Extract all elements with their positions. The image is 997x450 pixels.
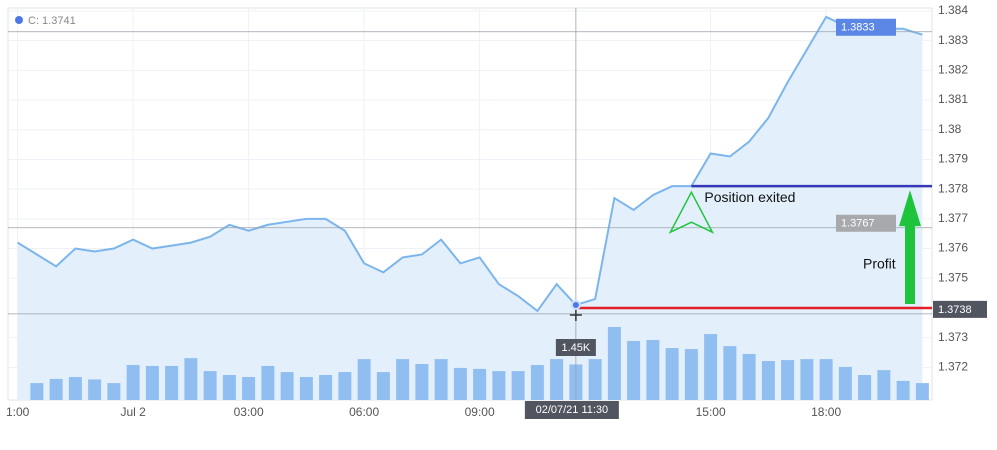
- volume-bar: [165, 365, 179, 400]
- volume-bar: [338, 372, 352, 400]
- exit-label: Position exited: [704, 189, 795, 205]
- volume-bar: [800, 359, 814, 400]
- volume-bar: [357, 359, 371, 400]
- volume-bar: [222, 375, 236, 400]
- price-label-box: [836, 214, 896, 232]
- volume-bar: [184, 358, 198, 400]
- volume-bar: [742, 353, 756, 400]
- price-label: 1.3767: [841, 218, 875, 230]
- volume-bar: [376, 372, 390, 400]
- volume-bar: [107, 383, 121, 400]
- price-line: [17, 15, 923, 313]
- x-tick-label: 09:00: [465, 405, 495, 419]
- volume-bar: [588, 359, 602, 400]
- volume-bar: [415, 363, 429, 400]
- crosshair-point: [570, 299, 581, 310]
- volume-bar: [261, 365, 275, 400]
- profit-arrow: [899, 190, 921, 304]
- x-tick-label: 18:00: [811, 405, 841, 419]
- volume-bar: [88, 379, 102, 400]
- volume-bar: [396, 359, 410, 400]
- price-label-box: [933, 300, 987, 318]
- y-tick-label: 1.384: [938, 3, 968, 17]
- volume-bar: [319, 375, 333, 400]
- volume-bar: [492, 371, 506, 400]
- volume-bar: [434, 359, 448, 400]
- crosshair-x-box: [524, 401, 619, 419]
- volume-bar: [684, 349, 698, 400]
- volume-bar: [145, 365, 159, 400]
- volume-bar: [453, 367, 467, 400]
- volume-bar: [896, 380, 910, 400]
- volume-bar: [723, 346, 737, 400]
- y-tick-label: 1.378: [938, 181, 968, 195]
- y-tick-label: 1.372: [938, 360, 968, 374]
- volume-label-box: [555, 339, 596, 356]
- volume-bar: [665, 348, 679, 400]
- volume-bar: [68, 376, 82, 400]
- crosshair-x-label: 02/07/21 11:30: [536, 404, 609, 416]
- volume-bar: [550, 359, 564, 400]
- volume-bar: [838, 366, 852, 400]
- price-label: 1.3738: [938, 304, 972, 316]
- volume-bar: [761, 361, 775, 400]
- profit-label: Profit: [863, 256, 896, 272]
- price-label-box: [836, 18, 896, 36]
- legend-text: C: 1.3741: [28, 15, 76, 27]
- legend-dot: [15, 16, 23, 24]
- volume-bar: [203, 371, 217, 400]
- y-tick-label: 1.379: [938, 152, 968, 166]
- y-tick-label: 1.376: [938, 241, 968, 255]
- y-tick-label: 1.377: [938, 211, 968, 225]
- volume-bar: [242, 376, 256, 400]
- x-tick-label: 06:00: [349, 405, 379, 419]
- price-label: 1.3833: [841, 22, 875, 34]
- volume-bar: [607, 326, 621, 400]
- volume-bar: [280, 372, 294, 400]
- volume-bar: [819, 359, 833, 400]
- area-fill: [17, 16, 923, 401]
- volume-bar: [646, 339, 660, 400]
- volume-bar: [877, 370, 891, 400]
- y-tick-label: 1.375: [938, 270, 968, 284]
- volume-bar: [858, 375, 872, 400]
- x-tick-label: Jul 2: [120, 405, 146, 419]
- volume-bar: [30, 383, 44, 400]
- exit-marker: [668, 190, 715, 234]
- volume-bar: [627, 340, 641, 400]
- volume-bar: [511, 371, 525, 400]
- volume-bar: [299, 376, 313, 400]
- volume-bar: [781, 360, 795, 400]
- volume-label: 1.45K: [562, 342, 591, 354]
- x-tick-label: 03:00: [234, 405, 264, 419]
- volume-bar: [915, 383, 929, 400]
- x-tick-label: 15:00: [696, 405, 726, 419]
- y-tick-label: 1.373: [938, 330, 968, 344]
- y-tick-label: 1.38: [938, 122, 962, 136]
- volume-bar: [473, 368, 487, 400]
- volume-bar: [49, 378, 63, 400]
- y-tick-label: 1.382: [938, 63, 968, 77]
- y-tick-label: 1.383: [938, 33, 968, 47]
- x-tick-label: 1:00: [6, 405, 30, 419]
- crosshair-cursor: [569, 308, 582, 321]
- volume-bar: [126, 364, 140, 400]
- volume-bar: [704, 334, 718, 400]
- volume-bar: [530, 364, 544, 400]
- y-tick-label: 1.381: [938, 92, 968, 106]
